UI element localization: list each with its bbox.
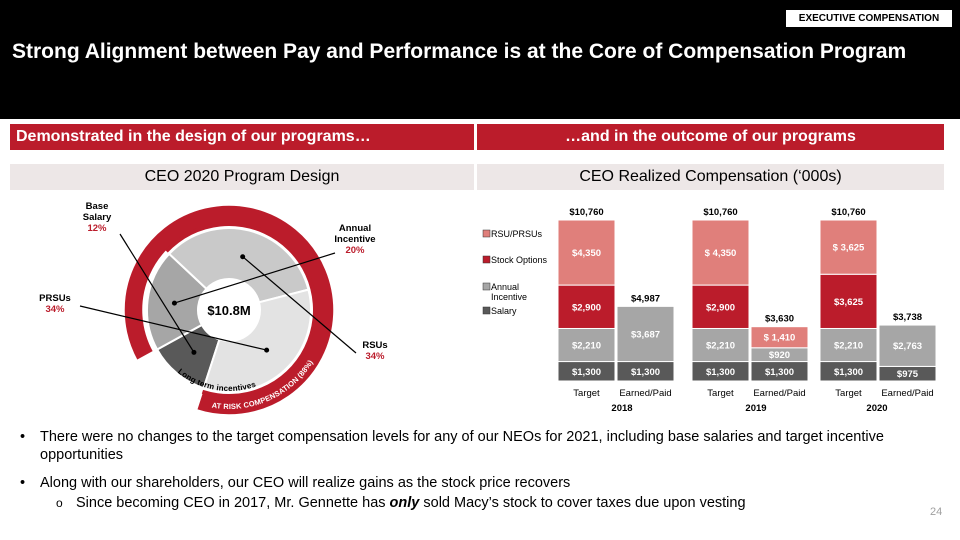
slice-pct-1: 20%	[345, 245, 365, 256]
bar-1-0-seg-label-0: $1,300	[706, 367, 735, 378]
bar-0-1-seg-label-0: $1,300	[631, 367, 660, 378]
bar-0-0-seg-2	[557, 284, 616, 329]
callout-line-3	[79, 305, 267, 351]
section-tag: EXECUTIVE COMPENSATION	[786, 10, 952, 27]
sub-bullet-post: sold Macy’s stock to cover taxes due upo…	[419, 495, 746, 511]
legend-swatch-0	[482, 229, 491, 238]
callout-line-1	[174, 252, 336, 304]
slice-name-3-0: PRSUs	[39, 293, 71, 304]
slide-title: Strong Alignment between Pay and Perform…	[12, 40, 907, 63]
sub-bullet-pre: Since becoming CEO in 2017, Mr. Gennette…	[76, 495, 390, 511]
bar-2-0-seg-3	[819, 219, 878, 275]
bar-1-1-seg-2	[750, 326, 809, 349]
callout-dot-0	[191, 349, 197, 355]
bar-0-0-seg-1	[557, 327, 616, 363]
sub-bullet: Since becoming CEO in 2017, Mr. Gennette…	[18, 494, 918, 512]
bar-1-0-seg-label-2: $2,900	[706, 302, 735, 313]
bar-2-0-seg-label-1: $2,210	[834, 341, 863, 352]
legend-label-2-a: Annual	[491, 282, 519, 292]
legend-label-2-b: Incentive	[491, 292, 527, 302]
slice-name-0-1: Salary	[83, 212, 112, 223]
legend-label-0: RSU/PRSUs	[491, 229, 543, 239]
bar-2-0-seg-label-3: $ 3,625	[833, 243, 865, 254]
bar-0-0-total: $10,760	[569, 207, 603, 218]
bar-2-1-seg-1	[878, 324, 937, 367]
bar-1-1-seg-label-0: $1,300	[765, 367, 794, 378]
bar-0-1-label: Earned/Paid	[619, 388, 671, 399]
group-year-0: 2018	[611, 403, 632, 414]
bar-0-0-seg-label-0: $1,300	[572, 367, 601, 378]
page-number: 24	[930, 506, 943, 518]
bullet-1: There were no changes to the target comp…	[18, 428, 918, 464]
group-year-2: 2020	[866, 403, 887, 414]
bullet-list: There were no changes to the target comp…	[18, 428, 918, 512]
long-term-ring	[164, 222, 318, 398]
bar-1-1-label: Earned/Paid	[753, 388, 805, 399]
bar-1-1-seg-label-2: $ 1,410	[764, 333, 796, 344]
donut-hole	[199, 280, 259, 340]
sub-bullet-emphasis: only	[389, 495, 420, 511]
donut-center-label: $10.8M	[207, 303, 250, 318]
bar-1-0-label: Target	[707, 388, 734, 399]
bar-0-0-label: Target	[573, 388, 600, 399]
pie-slice-3	[202, 288, 312, 393]
callout-dot-3	[264, 347, 270, 353]
banner-left: Demonstrated in the design of our progra…	[10, 124, 474, 150]
legend-label-1: Stock Options	[491, 255, 548, 265]
callout-dot-2	[240, 254, 246, 260]
bar-0-0-seg-label-3: $4,350	[572, 248, 601, 259]
bar-2-0-total: $10,760	[831, 207, 865, 218]
slice-name-1-0: Annual	[339, 223, 371, 234]
callout-line-2	[242, 256, 357, 354]
bar-2-1-total: $3,738	[893, 312, 922, 323]
bar-2-1-label: Earned/Paid	[881, 388, 933, 399]
slice-pct-3: 34%	[45, 304, 65, 315]
legend-label-3: Salary	[491, 306, 517, 316]
bar-1-0-seg-2	[691, 284, 750, 329]
slide-header: EXECUTIVE COMPENSATION Strong Alignment …	[0, 0, 960, 119]
bar-0-0-seg-label-1: $2,210	[572, 341, 601, 352]
bar-2-0-seg-2	[819, 273, 878, 329]
bar-1-0-seg-label-1: $2,210	[706, 341, 735, 352]
legend-swatch-3	[482, 306, 491, 315]
legend-swatch-1	[482, 255, 491, 264]
bar-2-0-seg-label-2: $3,625	[834, 297, 864, 308]
slice-pct-2: 34%	[365, 351, 385, 362]
bar-0-1-seg-1	[616, 305, 675, 363]
bar-1-0-seg-label-3: $ 4,350	[705, 248, 737, 259]
bar-1-0-seg-3	[691, 219, 750, 286]
bar-2-0-seg-label-0: $1,300	[834, 367, 863, 378]
bar-0-0-seg-3	[557, 219, 616, 286]
bullet-2: Along with our shareholders, our CEO wil…	[18, 474, 918, 492]
group-year-1: 2019	[745, 403, 766, 414]
bar-2-1-seg-label-0: $975	[897, 369, 919, 380]
bar-1-1-total: $3,630	[765, 314, 794, 325]
callout-line-0	[119, 233, 195, 353]
slice-name-0-0: Base	[86, 201, 109, 212]
banner-right: …and in the outcome of our programs	[477, 124, 944, 150]
callout-dot-1	[171, 300, 177, 306]
slice-name-2-0: RSUs	[362, 340, 387, 351]
bar-2-1-seg-label-1: $2,763	[893, 341, 922, 352]
bar-2-0-label: Target	[835, 388, 862, 399]
slice-name-1-1: Incentive	[334, 234, 375, 245]
bar-2-0-seg-1	[819, 327, 878, 363]
bar-0-1-total: $4,987	[631, 293, 660, 304]
slice-pct-0: 12%	[87, 223, 107, 234]
bar-0-0-seg-label-2: $2,900	[572, 302, 601, 313]
subhead-right: CEO Realized Compensation (‘000s)	[477, 164, 944, 190]
bar-1-0-total: $10,760	[703, 207, 737, 218]
bar-1-1-seg-label-1: $920	[769, 350, 790, 361]
legend-swatch-2	[482, 282, 491, 291]
bar-0-1-seg-label-1: $3,687	[631, 329, 660, 340]
subhead-left: CEO 2020 Program Design	[10, 164, 474, 190]
